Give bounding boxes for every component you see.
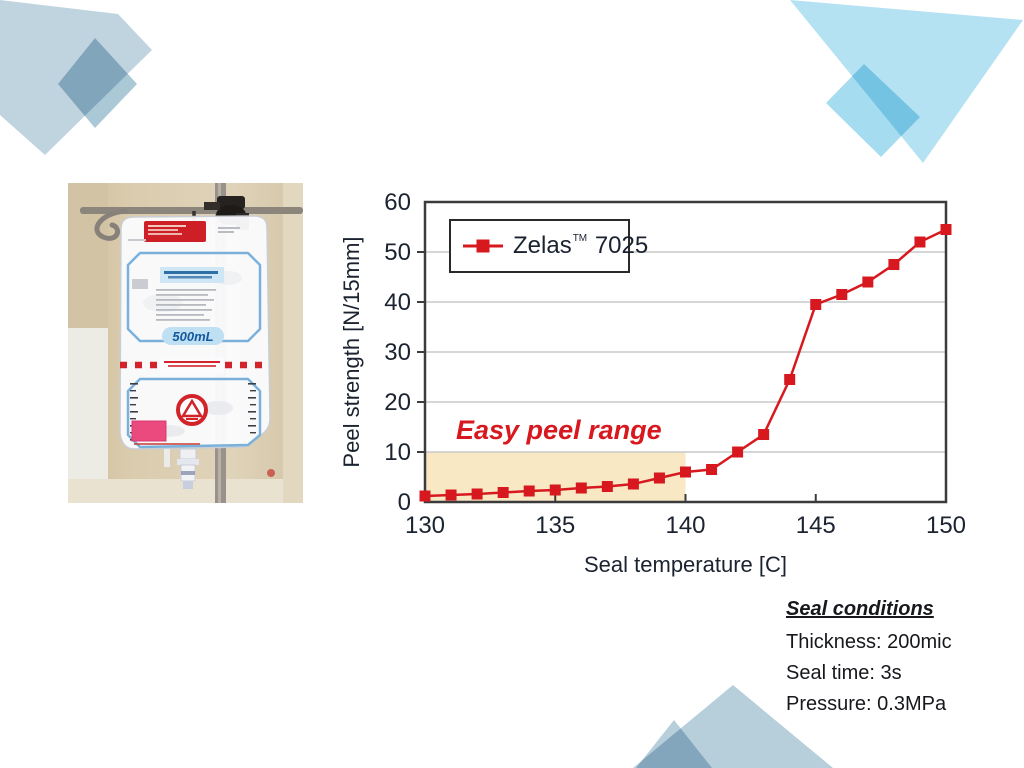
seal-conditions-time: Seal time: 3s	[786, 662, 902, 684]
chart-canvas: 130 135 140 145 150 0 10 20 30 40 50 60	[384, 189, 966, 539]
data-point-marker	[758, 429, 770, 440]
legend-marker-icon	[463, 239, 503, 253]
pole-hook	[94, 208, 129, 241]
peel-strength-chart: 130 135 140 145 150 0 10 20 30 40 50 60 Peel streng…	[330, 183, 1020, 583]
iv-bag: 500mL	[119, 215, 271, 489]
iv-bag-photo: 500mL	[68, 183, 303, 503]
decoration-top-right	[790, 0, 1023, 163]
data-point-marker	[836, 289, 848, 300]
iv-bag-photo-canvas: 500mL	[68, 183, 303, 503]
legend-label: ZelasTM 7025	[513, 232, 649, 259]
x-tick-label: 150	[926, 512, 966, 539]
y-tick-label: 0	[398, 489, 411, 516]
seal-conditions: Seal conditions Thickness: 200mic Seal t…	[786, 594, 952, 720]
dashed-separator	[120, 357, 264, 373]
pink-sticker	[131, 420, 167, 442]
data-point-marker	[784, 374, 796, 385]
trademark-symbol: TM	[572, 233, 588, 244]
data-point-marker	[888, 259, 900, 270]
legend: ZelasTM 7025	[449, 219, 648, 273]
x-tick-label: 140	[665, 512, 705, 539]
data-point-marker	[523, 485, 535, 497]
x-axis-title: Seal temperature [C]	[584, 552, 787, 577]
x-tick-label: 135	[535, 512, 575, 539]
data-point-marker	[419, 490, 431, 502]
seal-conditions-title: Seal conditions	[786, 598, 934, 620]
y-tick-label: 30	[384, 339, 411, 366]
x-tick-label: 130	[405, 512, 445, 539]
data-point-marker	[940, 224, 952, 235]
volume-banner: 500mL	[162, 327, 224, 345]
bag-ports	[164, 448, 199, 489]
data-point-marker	[680, 466, 691, 478]
y-tick-label: 10	[384, 439, 411, 466]
y-tick-label: 50	[384, 239, 411, 266]
volume-label: 500mL	[172, 329, 213, 344]
data-point-marker	[549, 484, 561, 496]
upper-label-panel	[126, 251, 262, 343]
data-point-marker	[471, 488, 483, 500]
data-point-marker	[601, 481, 613, 492]
easy-peel-annotation: Easy peel range	[456, 415, 662, 445]
seal-conditions-pressure: Pressure: 0.3MPa	[786, 693, 947, 715]
data-point-marker	[810, 299, 822, 310]
y-tick-label: 40	[384, 289, 411, 316]
decoration-top-left	[0, 0, 152, 155]
red-label	[144, 221, 206, 242]
data-point-marker	[445, 489, 457, 501]
lower-label-panel	[126, 377, 262, 449]
data-point-marker	[627, 478, 639, 490]
data-point-marker	[732, 446, 744, 458]
data-point-marker	[706, 464, 718, 475]
data-point-marker	[914, 236, 926, 248]
data-point-marker	[575, 482, 587, 494]
y-axis-title: Peel strength [N/15mm]	[339, 236, 364, 468]
y-tick-label: 20	[384, 389, 411, 416]
data-point-marker	[497, 487, 509, 498]
x-tick-label: 145	[796, 512, 836, 539]
data-point-marker	[862, 276, 874, 288]
data-point-marker	[653, 472, 665, 484]
seal-conditions-thickness: Thickness: 200mic	[786, 631, 952, 653]
y-tick-label: 60	[384, 189, 411, 216]
